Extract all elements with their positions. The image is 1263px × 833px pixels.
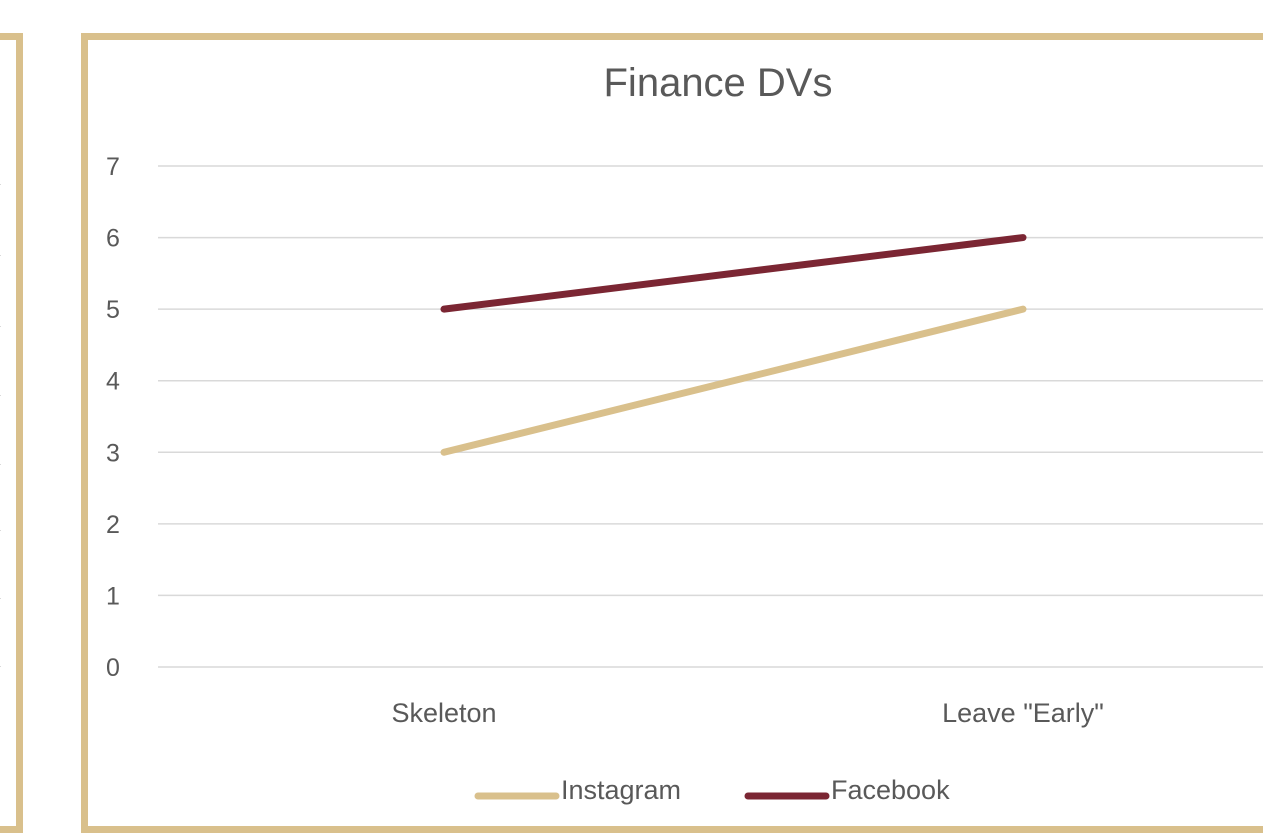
y-tick-label: 0: [106, 654, 120, 682]
adjacent-gridline: [0, 184, 1, 185]
legend: Instagram Facebook: [474, 775, 950, 805]
series-lines: [440, 234, 1027, 456]
series-line-instagram: [440, 305, 1027, 456]
x-tick-label: Skeleton: [391, 698, 496, 728]
adjacent-gridline: [0, 395, 1, 396]
adjacent-gridline: [0, 326, 1, 327]
adjacent-gridline: [0, 255, 1, 256]
legend-label: Facebook: [831, 775, 950, 805]
y-tick-label: 5: [106, 296, 120, 324]
x-tick-label: Leave "Early": [942, 698, 1104, 728]
adjacent-gridline: [0, 530, 1, 531]
x-axis-ticks: Skeleton Leave "Early": [391, 698, 1103, 728]
y-tick-label: 1: [106, 582, 120, 610]
chart-title: Finance DVs: [604, 61, 833, 105]
y-tick-label: 6: [106, 225, 120, 253]
y-tick-label: 3: [106, 439, 120, 467]
y-axis-ticks: 0 1 2 3 4 5 6 7: [106, 153, 120, 682]
y-tick-label: 4: [106, 368, 120, 396]
series-line-facebook: [440, 234, 1027, 313]
adjacent-gridline: [0, 666, 1, 667]
line-chart: Finance DVs 0 1 2 3 4 5 6 7 Skeleton Leave "Earl…: [106, 61, 1263, 805]
adjacent-gridline: [0, 598, 1, 599]
gridlines: [158, 165, 1263, 668]
y-tick-label: 2: [106, 511, 120, 539]
legend-label: Instagram: [561, 775, 681, 805]
y-tick-label: 7: [106, 153, 120, 181]
adjacent-gridline: [0, 464, 1, 465]
